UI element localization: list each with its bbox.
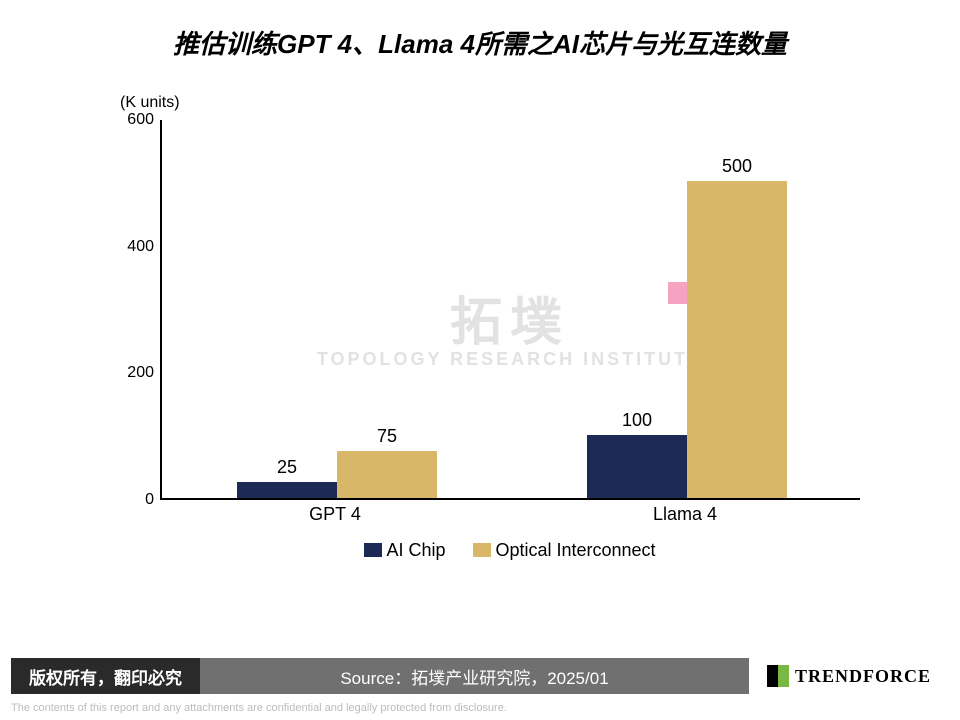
chart-area: (K units) 02004006002575100500 GPT 4Llam… — [100, 100, 870, 580]
page: 推估训练GPT 4、Llama 4所需之AI芯片与光互连数量 拓墣 TOPOLO… — [0, 0, 960, 720]
x-category-label: GPT 4 — [160, 504, 510, 525]
y-tick: 600 — [127, 111, 162, 129]
bar: 75 — [337, 451, 437, 499]
brand-text: TRENDFORCE — [795, 666, 931, 687]
bar: 100 — [587, 435, 687, 498]
legend-item: Optical Interconnect — [473, 540, 655, 561]
bar: 500 — [687, 181, 787, 498]
chart-title: 推估训练GPT 4、Llama 4所需之AI芯片与光互连数量 — [0, 24, 960, 61]
y-tick: 400 — [127, 238, 162, 256]
footer-bar: 版权所有，翻印必究 Source：拓墣产业研究院，2025/01 TRENDFO… — [11, 658, 949, 694]
y-tick: 200 — [127, 364, 162, 382]
plot-region: 02004006002575100500 — [160, 120, 860, 500]
bar-value-label: 500 — [687, 156, 787, 181]
source-label: Source：拓墣产业研究院，2025/01 — [200, 664, 749, 689]
legend: AI Chip Optical Interconnect — [160, 540, 860, 561]
trendforce-icon — [767, 665, 789, 687]
legend-item: AI Chip — [364, 540, 445, 561]
bar: 25 — [237, 482, 337, 498]
disclaimer-text: The contents of this report and any atta… — [11, 702, 507, 714]
copyright-label: 版权所有，翻印必究 — [11, 658, 200, 694]
brand-logo: TRENDFORCE — [749, 658, 949, 694]
legend-label: Optical Interconnect — [495, 540, 655, 560]
y-axis-unit: (K units) — [120, 94, 180, 112]
bar-value-label: 75 — [337, 426, 437, 451]
legend-label: AI Chip — [386, 540, 445, 560]
bar-value-label: 100 — [587, 410, 687, 435]
bar-value-label: 25 — [237, 457, 337, 482]
legend-swatch — [473, 543, 491, 557]
legend-swatch — [364, 543, 382, 557]
x-category-label: Llama 4 — [510, 504, 860, 525]
